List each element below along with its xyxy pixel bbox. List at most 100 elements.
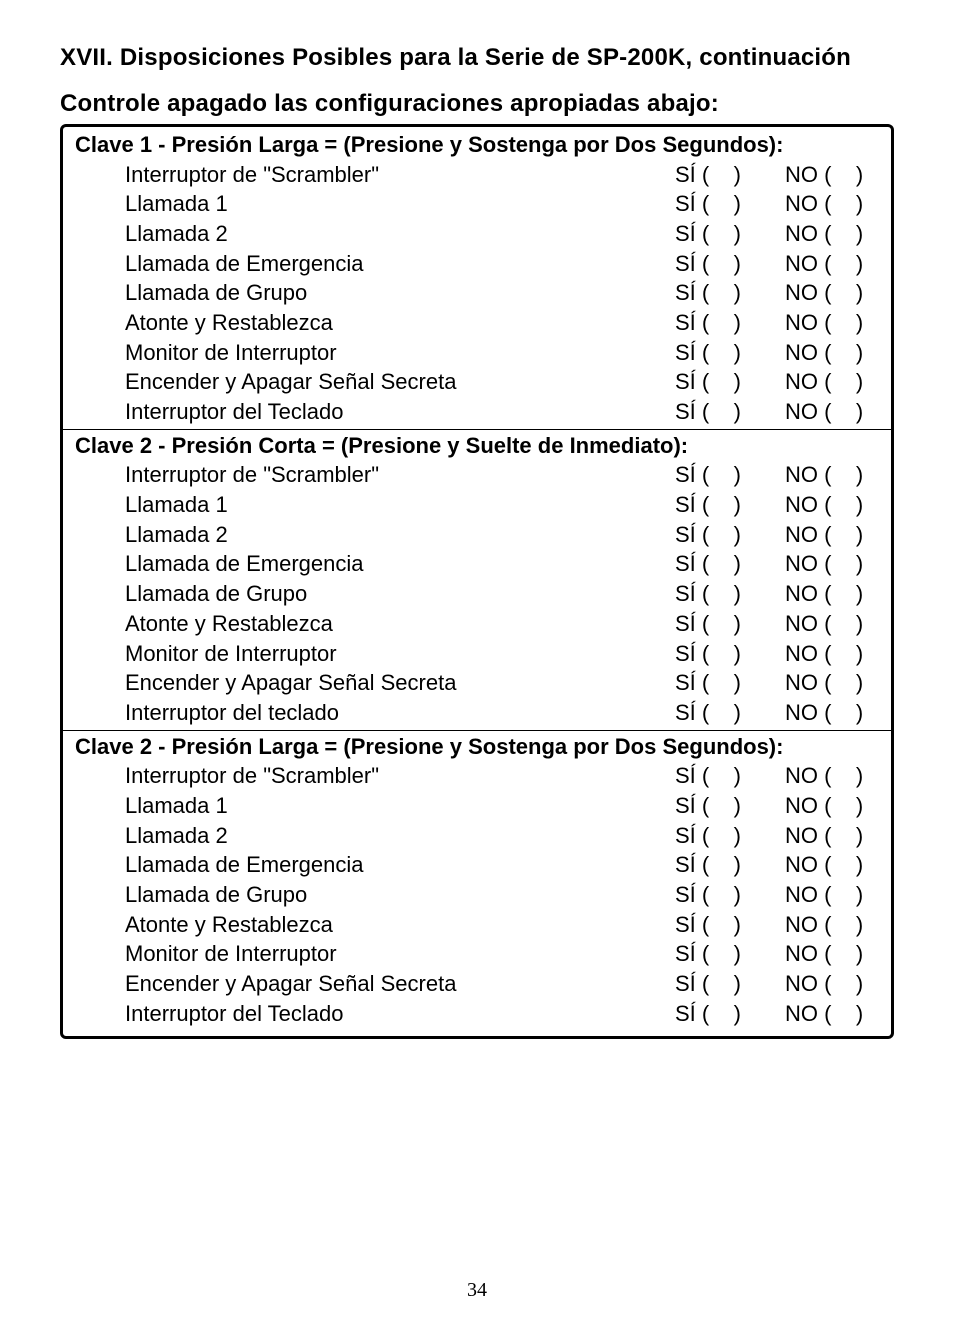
si-cell[interactable]: SÍ ( ): [675, 520, 785, 550]
si-cell[interactable]: SÍ ( ): [675, 490, 785, 520]
no-cell[interactable]: NO ( ): [785, 189, 875, 219]
no-cell[interactable]: NO ( ): [785, 579, 875, 609]
no-cell[interactable]: NO ( ): [785, 791, 875, 821]
no-cell[interactable]: NO ( ): [785, 219, 875, 249]
config-row: Llamada de Emergencia SÍ ( ) NO ( ): [63, 549, 891, 579]
config-row: Llamada de Grupo SÍ ( ) NO ( ): [63, 278, 891, 308]
si-cell[interactable]: SÍ ( ): [675, 549, 785, 579]
no-cell[interactable]: NO ( ): [785, 761, 875, 791]
no-cell[interactable]: NO ( ): [785, 397, 875, 427]
si-cell[interactable]: SÍ ( ): [675, 821, 785, 851]
si-cell[interactable]: SÍ ( ): [675, 579, 785, 609]
row-label: Llamada 2: [75, 520, 228, 550]
si-cell[interactable]: SÍ ( ): [675, 791, 785, 821]
page: XVII. Disposiciones Posibles para la Ser…: [0, 0, 954, 1336]
config-row: Interruptor de "Scrambler" SÍ ( ) NO ( ): [63, 761, 891, 791]
no-cell[interactable]: NO ( ): [785, 549, 875, 579]
row-label: Llamada de Grupo: [75, 880, 307, 910]
no-cell[interactable]: NO ( ): [785, 850, 875, 880]
row-label: Interruptor de "Scrambler": [75, 160, 379, 190]
si-cell[interactable]: SÍ ( ): [675, 910, 785, 940]
section-divider: [63, 429, 891, 430]
config-box: Clave 1 - Presión Larga = (Presione y So…: [60, 124, 894, 1039]
si-cell[interactable]: SÍ ( ): [675, 999, 785, 1029]
row-label: Llamada de Grupo: [75, 579, 307, 609]
row-label: Llamada 1: [75, 490, 228, 520]
config-row: Llamada 1 SÍ ( ) NO ( ): [63, 791, 891, 821]
row-label: Llamada de Grupo: [75, 278, 307, 308]
config-row: Monitor de Interruptor SÍ ( ) NO ( ): [63, 338, 891, 368]
row-label: Encender y Apagar Señal Secreta: [75, 969, 456, 999]
no-cell[interactable]: NO ( ): [785, 249, 875, 279]
no-cell[interactable]: NO ( ): [785, 910, 875, 940]
row-label: Encender y Apagar Señal Secreta: [75, 668, 456, 698]
si-cell[interactable]: SÍ ( ): [675, 850, 785, 880]
row-label: Atonte y Restablezca: [75, 308, 333, 338]
row-label: Llamada de Emergencia: [75, 249, 363, 279]
no-cell[interactable]: NO ( ): [785, 490, 875, 520]
no-cell[interactable]: NO ( ): [785, 367, 875, 397]
section-divider: [63, 730, 891, 731]
config-row: Llamada de Grupo SÍ ( ) NO ( ): [63, 880, 891, 910]
si-cell[interactable]: SÍ ( ): [675, 338, 785, 368]
si-cell[interactable]: SÍ ( ): [675, 698, 785, 728]
config-row: Atonte y Restablezca SÍ ( ) NO ( ): [63, 308, 891, 338]
si-cell[interactable]: SÍ ( ): [675, 397, 785, 427]
row-label: Interruptor del Teclado: [75, 397, 344, 427]
config-row: Interruptor del teclado SÍ ( ) NO ( ): [63, 698, 891, 728]
si-cell[interactable]: SÍ ( ): [675, 278, 785, 308]
row-label: Atonte y Restablezca: [75, 609, 333, 639]
si-cell[interactable]: SÍ ( ): [675, 367, 785, 397]
si-cell[interactable]: SÍ ( ): [675, 219, 785, 249]
no-cell[interactable]: NO ( ): [785, 999, 875, 1029]
config-row: Interruptor del Teclado SÍ ( ) NO ( ): [63, 999, 891, 1029]
no-cell[interactable]: NO ( ): [785, 520, 875, 550]
no-cell[interactable]: NO ( ): [785, 821, 875, 851]
row-label: Monitor de Interruptor: [75, 639, 337, 669]
section-header: Clave 2 - Presión Larga = (Presione y So…: [63, 733, 891, 762]
config-row: Encender y Apagar Señal Secreta SÍ ( ) N…: [63, 668, 891, 698]
config-row: Monitor de Interruptor SÍ ( ) NO ( ): [63, 639, 891, 669]
si-cell[interactable]: SÍ ( ): [675, 969, 785, 999]
si-cell[interactable]: SÍ ( ): [675, 761, 785, 791]
no-cell[interactable]: NO ( ): [785, 308, 875, 338]
no-cell[interactable]: NO ( ): [785, 639, 875, 669]
no-cell[interactable]: NO ( ): [785, 969, 875, 999]
si-cell[interactable]: SÍ ( ): [675, 639, 785, 669]
no-cell[interactable]: NO ( ): [785, 668, 875, 698]
row-label: Llamada 2: [75, 219, 228, 249]
config-row: Encender y Apagar Señal Secreta SÍ ( ) N…: [63, 367, 891, 397]
si-cell[interactable]: SÍ ( ): [675, 308, 785, 338]
no-cell[interactable]: NO ( ): [785, 460, 875, 490]
config-row: Atonte y Restablezca SÍ ( ) NO ( ): [63, 910, 891, 940]
row-label: Interruptor del teclado: [75, 698, 339, 728]
no-cell[interactable]: NO ( ): [785, 609, 875, 639]
no-cell[interactable]: NO ( ): [785, 880, 875, 910]
config-row: Interruptor de "Scrambler" SÍ ( ) NO ( ): [63, 160, 891, 190]
si-cell[interactable]: SÍ ( ): [675, 160, 785, 190]
config-row: Interruptor del Teclado SÍ ( ) NO ( ): [63, 397, 891, 427]
config-row: Encender y Apagar Señal Secreta SÍ ( ) N…: [63, 969, 891, 999]
si-cell[interactable]: SÍ ( ): [675, 939, 785, 969]
no-cell[interactable]: NO ( ): [785, 160, 875, 190]
row-label: Llamada de Emergencia: [75, 850, 363, 880]
row-label: Monitor de Interruptor: [75, 939, 337, 969]
row-label: Interruptor de "Scrambler": [75, 460, 379, 490]
no-cell[interactable]: NO ( ): [785, 698, 875, 728]
page-number: 34: [0, 1279, 954, 1302]
config-row: Interruptor de "Scrambler" SÍ ( ) NO ( ): [63, 460, 891, 490]
row-label: Atonte y Restablezca: [75, 910, 333, 940]
config-row: Llamada 1 SÍ ( ) NO ( ): [63, 189, 891, 219]
config-row: Llamada 2 SÍ ( ) NO ( ): [63, 520, 891, 550]
no-cell[interactable]: NO ( ): [785, 278, 875, 308]
row-label: Encender y Apagar Señal Secreta: [75, 367, 456, 397]
si-cell[interactable]: SÍ ( ): [675, 249, 785, 279]
si-cell[interactable]: SÍ ( ): [675, 189, 785, 219]
si-cell[interactable]: SÍ ( ): [675, 460, 785, 490]
si-cell[interactable]: SÍ ( ): [675, 880, 785, 910]
no-cell[interactable]: NO ( ): [785, 338, 875, 368]
si-cell[interactable]: SÍ ( ): [675, 668, 785, 698]
config-row: Llamada 2 SÍ ( ) NO ( ): [63, 821, 891, 851]
no-cell[interactable]: NO ( ): [785, 939, 875, 969]
si-cell[interactable]: SÍ ( ): [675, 609, 785, 639]
